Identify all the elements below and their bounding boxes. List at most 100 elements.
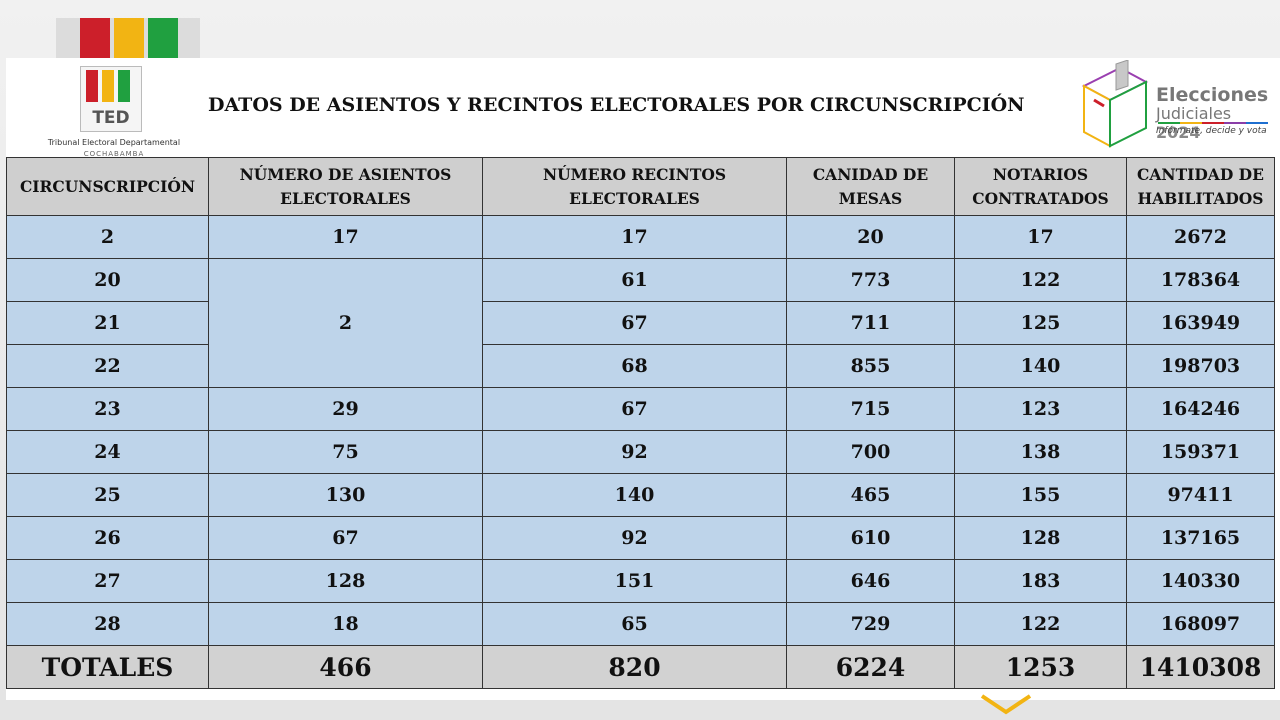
table-row: 25 130 140 465 155 97411	[6, 473, 1275, 517]
cell-notarios: 128	[954, 516, 1127, 560]
total-notarios: 1253	[954, 645, 1127, 689]
cell-circunscripcion: 25	[6, 473, 209, 517]
table-row: 22 68 855 140 198703	[6, 344, 1275, 388]
table-row: 20 2 61 773 122 178364	[6, 258, 1275, 388]
elecciones-judiciales-logo: Elecciones Judiciales 2024 Infórmate, de…	[1080, 60, 1278, 152]
table-row: 23 29 67 715 123 164246	[6, 387, 1275, 431]
judiciales-word: Judiciales 2024	[1156, 104, 1278, 142]
cell-asientos: 130	[208, 473, 483, 517]
totals-label: TOTALES	[6, 645, 209, 689]
cell-asientos: 75	[208, 430, 483, 474]
cell-circunscripcion: 20	[6, 258, 209, 302]
cell-habilitados: 159371	[1126, 430, 1275, 474]
cell-circunscripcion: 22	[6, 344, 209, 388]
table-row: 21 67 711 125 163949	[6, 301, 1275, 345]
cell-habilitados: 163949	[1126, 301, 1275, 345]
table-row: 2 17 17 20 17 2672	[6, 215, 1275, 259]
logo-color-stripe	[1158, 122, 1268, 124]
cell-notarios: 138	[954, 430, 1127, 474]
cell-habilitados: 137165	[1126, 516, 1275, 560]
cell-recintos: 68	[482, 344, 787, 388]
cell-asientos: 17	[208, 215, 483, 259]
header-habilitados: CANTIDAD DE HABILITADOS	[1126, 157, 1275, 216]
total-asientos: 466	[208, 645, 483, 689]
cell-mesas: 610	[786, 516, 955, 560]
cell-habilitados: 198703	[1126, 344, 1275, 388]
cell-notarios: 140	[954, 344, 1127, 388]
cell-recintos: 17	[482, 215, 787, 259]
header-mesas: CANIDAD DE MESAS	[786, 157, 955, 216]
total-mesas: 6224	[786, 645, 955, 689]
flag-yellow-stripe	[114, 18, 144, 58]
cell-circunscripcion: 24	[6, 430, 209, 474]
cell-notarios: 125	[954, 301, 1127, 345]
logo-slogan: Infórmate, decide y vota	[1156, 126, 1267, 136]
table-row: 24 75 92 700 138 159371	[6, 430, 1275, 474]
flag-green-stripe	[148, 18, 178, 58]
cell-circunscripcion: 26	[6, 516, 209, 560]
cell-notarios: 155	[954, 473, 1127, 517]
ted-acronym: TED	[92, 108, 130, 128]
cell-mesas: 773	[786, 258, 955, 302]
cell-asientos: 18	[208, 602, 483, 646]
cell-circunscripcion: 23	[6, 387, 209, 431]
chevron-down-icon	[980, 694, 1032, 715]
year-text: 2024	[1156, 123, 1201, 142]
cell-asientos: 29	[208, 387, 483, 431]
table-header-row: CIRCUNSCRIPCIÓN NÚMERO DE ASIENTOS ELECT…	[6, 157, 1275, 216]
cell-habilitados: 140330	[1126, 559, 1275, 603]
elecciones-word: Elecciones	[1156, 84, 1269, 106]
cell-recintos: 140	[482, 473, 787, 517]
judiciales-text: Judiciales	[1156, 104, 1232, 123]
cell-recintos: 67	[482, 387, 787, 431]
page-title: DATOS DE ASIENTOS Y RECINTOS ELECTORALES…	[208, 94, 1025, 116]
cell-recintos: 92	[482, 430, 787, 474]
cell-recintos: 151	[482, 559, 787, 603]
cell-recintos: 92	[482, 516, 787, 560]
cell-notarios: 17	[954, 215, 1127, 259]
header-notarios: NOTARIOS CONTRATADOS	[954, 157, 1127, 216]
cell-habilitados: 178364	[1126, 258, 1275, 302]
cell-mesas: 700	[786, 430, 955, 474]
ted-logo: TED Tribunal Electoral Departamental COC…	[44, 66, 184, 158]
cell-mesas: 465	[786, 473, 955, 517]
total-recintos: 820	[482, 645, 787, 689]
cell-asientos: 128	[208, 559, 483, 603]
cell-asientos-merged: 2	[208, 258, 483, 388]
cell-mesas: 646	[786, 559, 955, 603]
header-recintos: NÚMERO RECINTOS ELECTORALES	[482, 157, 787, 216]
cell-mesas: 711	[786, 301, 955, 345]
electoral-data-table: CIRCUNSCRIPCIÓN NÚMERO DE ASIENTOS ELECT…	[6, 157, 1275, 689]
ted-city: COCHABAMBA	[83, 150, 145, 158]
cell-notarios: 122	[954, 602, 1127, 646]
background-flag-decoration	[56, 18, 200, 60]
table-row: 28 18 65 729 122 168097	[6, 602, 1275, 646]
cell-circunscripcion: 27	[6, 559, 209, 603]
cell-asientos: 67	[208, 516, 483, 560]
cell-habilitados: 168097	[1126, 602, 1275, 646]
cell-mesas: 715	[786, 387, 955, 431]
cell-habilitados: 2672	[1126, 215, 1275, 259]
cell-notarios: 122	[954, 258, 1127, 302]
cell-recintos: 65	[482, 602, 787, 646]
header-circunscripcion: CIRCUNSCRIPCIÓN	[6, 157, 209, 216]
cell-circunscripcion: 28	[6, 602, 209, 646]
ted-name: Tribunal Electoral Departamental	[47, 138, 181, 147]
cell-notarios: 123	[954, 387, 1127, 431]
cell-notarios: 183	[954, 559, 1127, 603]
cell-circunscripcion: 2	[6, 215, 209, 259]
cell-habilitados: 97411	[1126, 473, 1275, 517]
cell-mesas: 20	[786, 215, 955, 259]
cell-mesas: 729	[786, 602, 955, 646]
header-asientos: NÚMERO DE ASIENTOS ELECTORALES	[208, 157, 483, 216]
ballot-box-icon	[1081, 60, 1149, 148]
flag-red-stripe	[80, 18, 110, 58]
cell-mesas: 855	[786, 344, 955, 388]
table-row: 26 67 92 610 128 137165	[6, 516, 1275, 560]
totals-row: TOTALES 466 820 6224 1253 1410308	[6, 645, 1275, 689]
total-habilitados: 1410308	[1126, 645, 1275, 689]
cell-habilitados: 164246	[1126, 387, 1275, 431]
cell-recintos: 67	[482, 301, 787, 345]
table-row: 27 128 151 646 183 140330	[6, 559, 1275, 603]
cell-recintos: 61	[482, 258, 787, 302]
